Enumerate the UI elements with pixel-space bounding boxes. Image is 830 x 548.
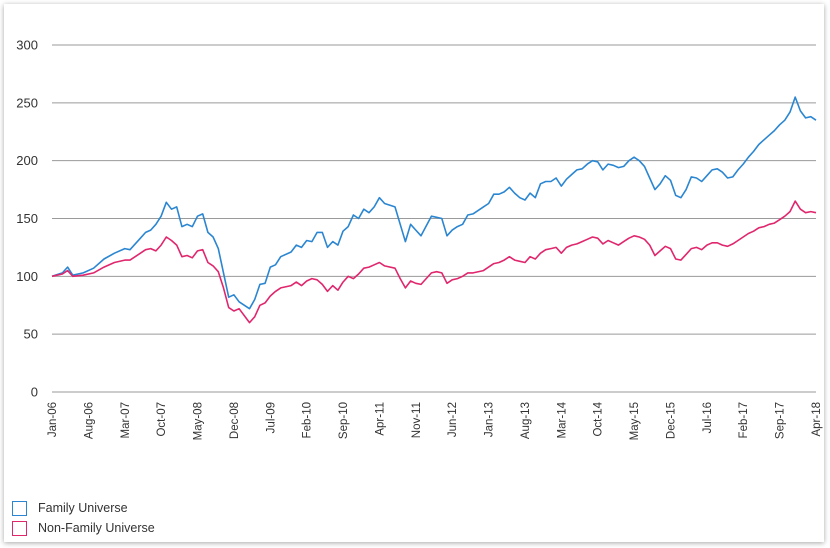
legend: Family Universe Non-Family Universe	[12, 498, 155, 538]
x-axis-ticks: Jan-06 Aug-06 Mar-07 Oct-07 May-08 Dec-08 Jul-…	[47, 401, 823, 440]
y-axis-ticks: 0 50 100 150 200 250 300	[16, 38, 38, 400]
series-line-non-family	[51, 200, 817, 324]
y-tick-label: 100	[16, 269, 38, 284]
y-tick-label: 50	[24, 327, 38, 342]
x-tick-label: Feb-17	[738, 402, 750, 438]
x-tick-label: Jul-09	[265, 402, 277, 433]
legend-swatch-family	[12, 500, 27, 516]
x-tick-label: Jun-12	[447, 402, 459, 437]
series-line-family	[51, 96, 817, 310]
y-tick-label: 300	[16, 38, 38, 53]
x-tick-label: May-08	[193, 402, 205, 440]
x-tick-label: Aug-13	[520, 402, 532, 439]
x-tick-label: Sep-17	[775, 402, 787, 439]
y-tick-label: 200	[16, 153, 38, 168]
x-tick-label: Oct-14	[593, 401, 605, 436]
legend-item-non-family: Non-Family Universe	[12, 518, 155, 538]
y-tick-label: 250	[16, 95, 38, 110]
x-tick-label: Feb-10	[302, 402, 314, 438]
x-tick-label: Jan-13	[484, 402, 496, 437]
legend-swatch-non-family	[12, 520, 27, 536]
x-tick-label: Mar-07	[120, 402, 132, 438]
x-tick-label: Dec-08	[229, 402, 241, 439]
legend-item-family: Family Universe	[12, 498, 155, 518]
x-tick-label: Aug-06	[83, 402, 95, 439]
line-chart: 0 50 100 150 200 250 300 Jan-06 Aug-06 Mar-07 Oct…	[16, 38, 823, 441]
y-tick-label: 0	[31, 385, 38, 400]
x-tick-label: Jan-06	[47, 402, 59, 437]
chart-frame: 0 50 100 150 200 250 300 Jan-06 Aug-06 Mar-07 Oct…	[4, 4, 824, 542]
x-tick-label: May-15	[629, 402, 641, 440]
grid-lines	[52, 44, 816, 393]
x-tick-label: Sep-10	[338, 402, 350, 439]
x-tick-label: Dec-15	[665, 402, 677, 439]
series-lines	[51, 96, 817, 324]
legend-label-non-family: Non-Family Universe	[38, 521, 155, 535]
x-tick-label: Oct-07	[156, 402, 168, 437]
y-tick-label: 150	[16, 211, 38, 226]
x-tick-label: Apr-11	[374, 402, 386, 436]
legend-label-family: Family Universe	[38, 501, 128, 515]
x-tick-label: Apr-18	[811, 402, 823, 437]
x-tick-label: Mar-14	[556, 401, 568, 438]
x-tick-label: Nov-11	[411, 402, 423, 438]
x-tick-label: Jul-16	[702, 402, 714, 433]
